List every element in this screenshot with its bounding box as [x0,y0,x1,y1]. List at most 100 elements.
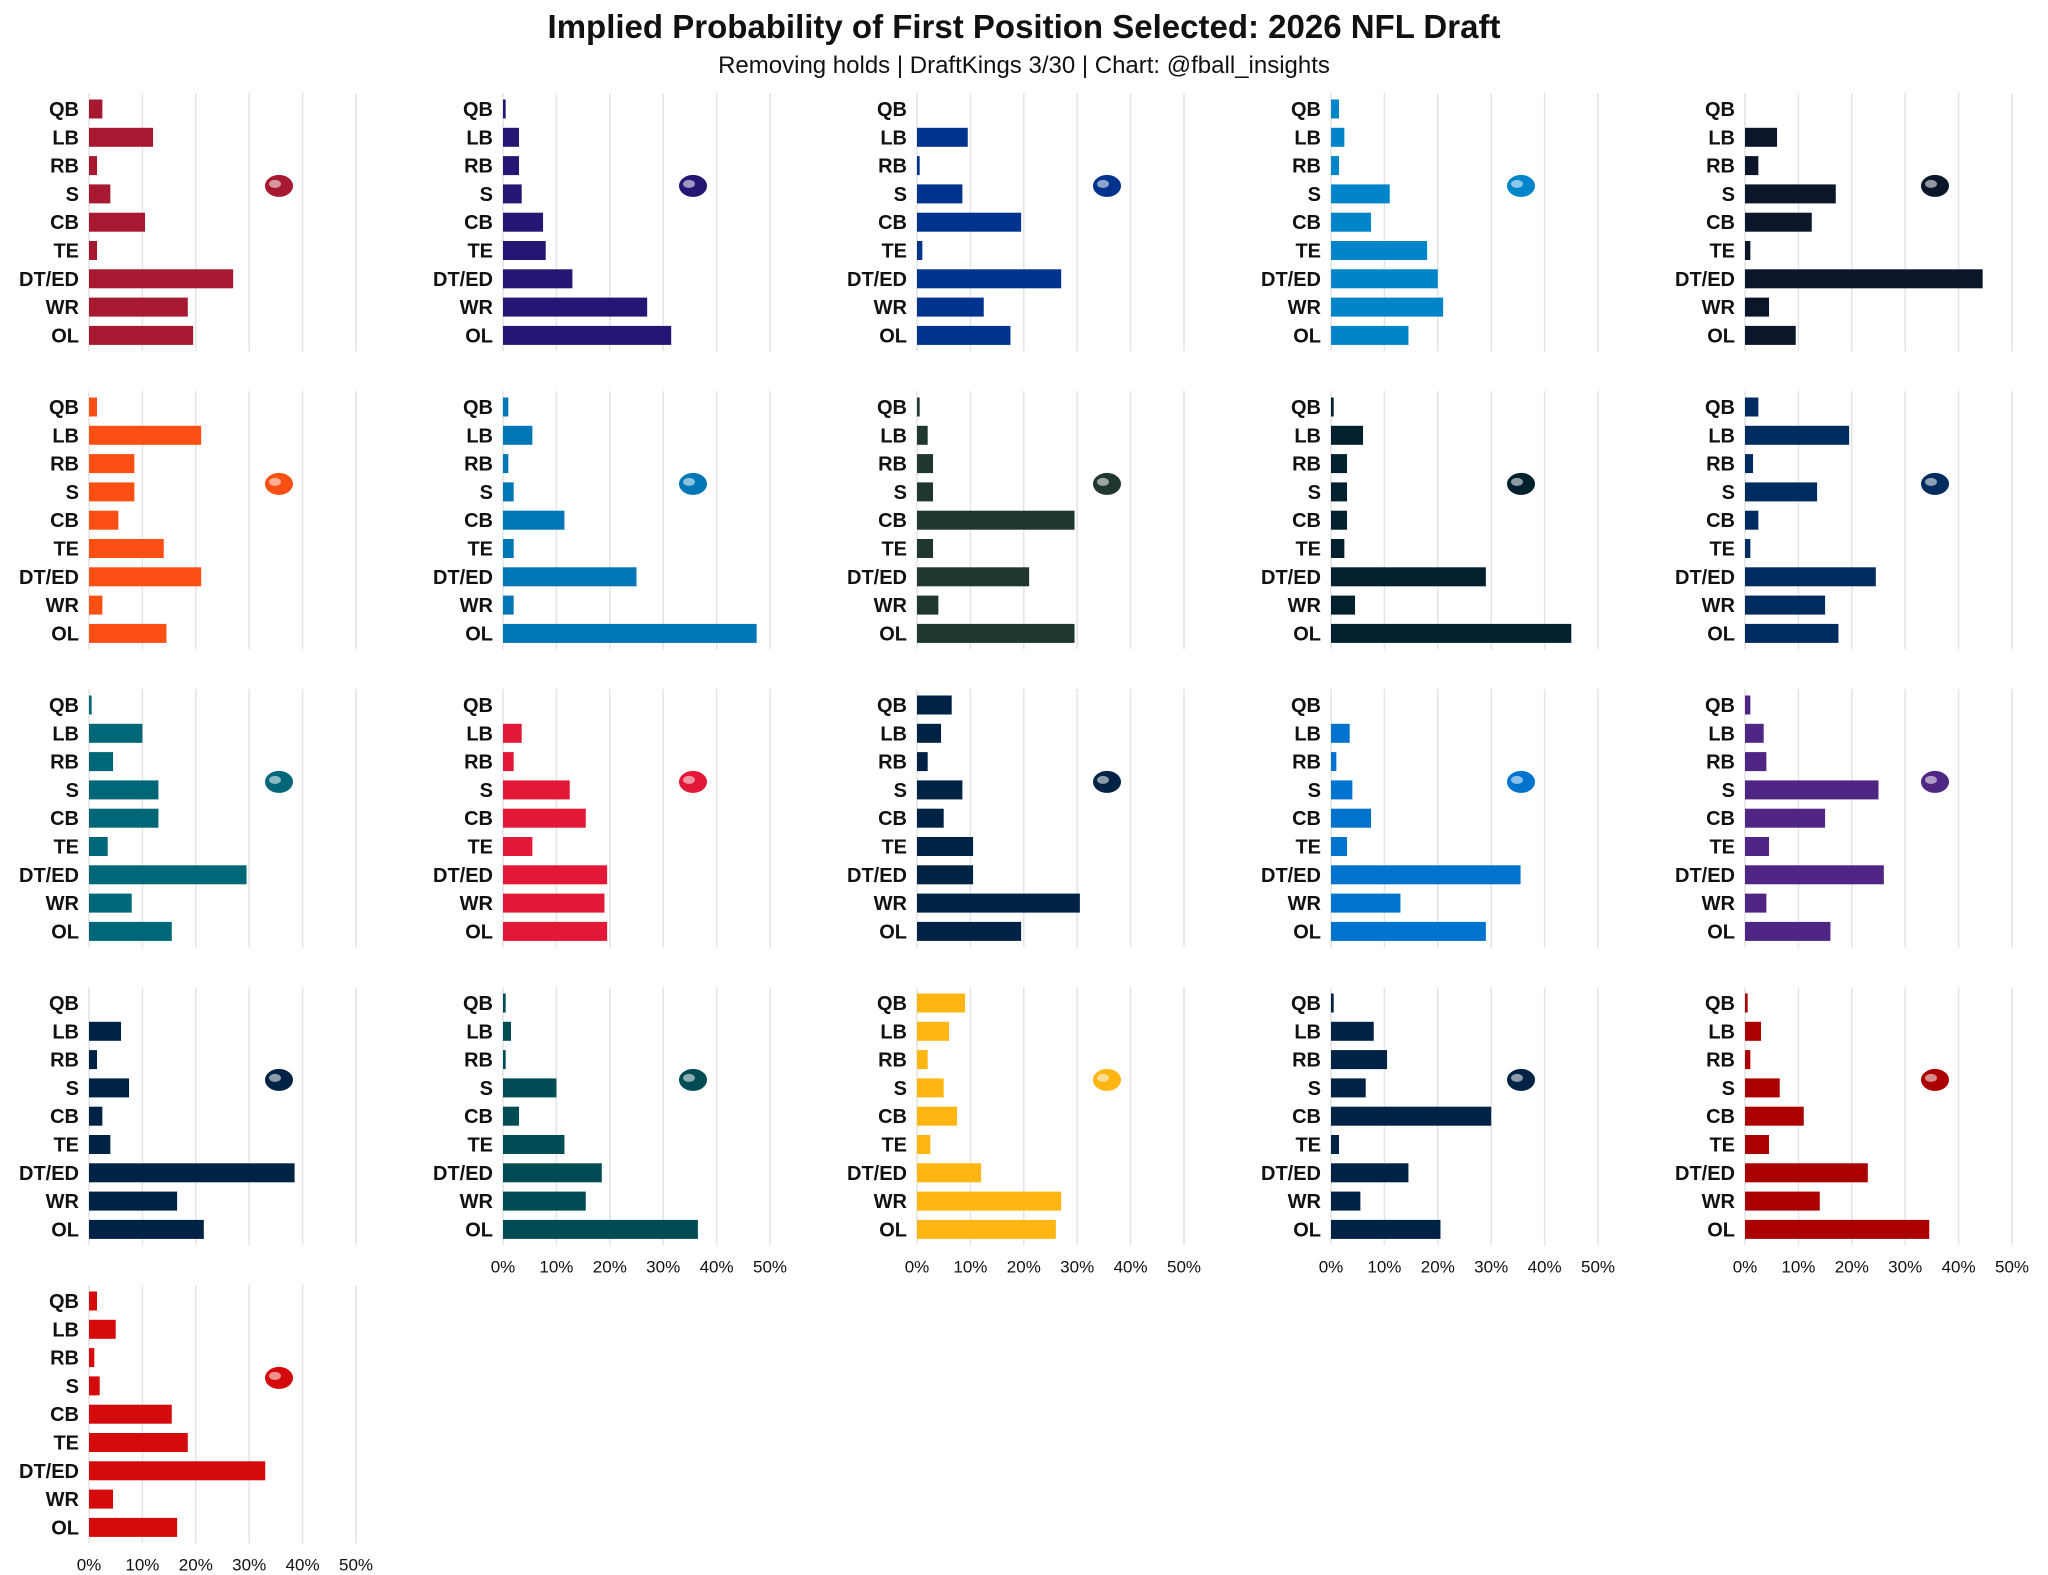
x-tick-label: 30% [232,1555,266,1574]
bar-s [1745,780,1879,800]
category-label: RB [464,454,493,476]
bar-te [503,539,514,558]
bar-cb [917,808,944,828]
category-label: OL [51,623,79,645]
category-label: OL [465,1219,493,1241]
chiefs-logo-icon [677,768,709,795]
x-tick-label: 0% [905,1257,930,1276]
x-tick-label: 30% [1060,1257,1094,1276]
chargers-logo-icon [1505,768,1537,795]
category-label: CB [464,808,493,830]
bar-dt-ed [503,269,573,289]
bar-cb [1331,510,1348,530]
bar-ol [917,623,1075,643]
bar-ol [503,921,608,941]
panel-chargers: QB LB RB S CB TE DT/ED WR OL [1261,689,1599,948]
bar-dt-ed [917,567,1030,587]
bar-rb [89,454,135,474]
category-label: LB [52,127,79,149]
category-label: WR [1702,1191,1736,1213]
category-label: OL [51,325,79,347]
bar-rb [503,454,509,474]
category-label: DT/ED [19,1461,79,1483]
category-label: OL [465,325,493,347]
bar-qb [503,993,506,1013]
bar-s [917,482,934,502]
category-label: S [1308,482,1321,504]
bar-lb [917,1021,950,1041]
category-label: TE [467,1135,493,1157]
bar-ol [917,921,1022,941]
bar-rb [1331,752,1337,772]
bar-lb [503,723,522,743]
category-label: WR [460,595,494,617]
bar-te [89,1433,188,1452]
category-label: WR [874,1191,908,1213]
category-label: QB [877,695,907,717]
x-tick-label: 40% [700,1257,734,1276]
bar-te [89,539,164,558]
category-label: CB [464,510,493,532]
category-label: TE [881,241,907,263]
category-label: TE [53,1433,79,1455]
bar-cb [1745,510,1759,530]
bar-wr [503,1191,586,1211]
bar-rb [503,752,514,772]
category-label: QB [877,99,907,121]
category-label: TE [881,1135,907,1157]
bar-lb [1331,127,1345,147]
bar-lb [89,1319,116,1339]
panel-ravens: QB LB RB S CB TE DT/ED WR OL [433,93,771,352]
bar-lb [917,425,928,445]
category-label: S [480,780,493,802]
category-label: RB [50,1348,79,1370]
category-label: QB [49,99,79,121]
bar-qb [917,397,920,417]
bar-wr [89,595,103,615]
chart-title: Implied Probability of First Position Se… [547,8,1501,45]
bar-lb [1331,425,1364,445]
category-label: TE [881,539,907,561]
49ers-logo-icon [1919,1066,1951,1093]
category-label: LB [880,723,907,745]
category-label: LB [1294,425,1321,447]
category-label: QB [463,99,493,121]
bar-te [503,1135,565,1154]
seahawks-logo-icon [1505,1066,1537,1093]
category-label: WR [1288,297,1322,319]
category-label: CB [1706,1106,1735,1128]
bar-lb [1745,1021,1762,1041]
bar-cb [503,1106,520,1126]
category-label: WR [1702,893,1736,915]
bar-te [1331,837,1348,856]
category-label: TE [53,837,79,859]
category-label: LB [466,127,493,149]
category-label: WR [1288,1191,1322,1213]
bar-lb [1331,723,1350,743]
category-label: S [1722,1078,1735,1100]
bar-lb [917,723,942,743]
eagles-logo-icon [677,1066,709,1093]
category-label: WR [46,893,80,915]
ravens-logo-icon [677,172,709,199]
bar-dt-ed [1331,269,1438,289]
category-label: RB [1292,454,1321,476]
x-tick-label: 20% [179,1555,213,1574]
bar-s [503,780,570,800]
bar-te [917,539,934,558]
x-tick-label: 40% [1528,1257,1562,1276]
category-label: CB [1706,212,1735,234]
texans-logo-icon [1505,470,1537,497]
bar-te [89,837,108,856]
bar-wr [917,297,984,317]
category-label: S [894,482,907,504]
category-label: S [480,482,493,504]
category-label: LB [466,723,493,745]
bar-ol [1331,325,1409,345]
category-label: S [1722,482,1735,504]
category-label: RB [878,454,907,476]
bar-rb [503,1050,506,1070]
panel-49ers: QB LB RB S CB TE DT/ED WR OL 0% 10% 20% 30% 40% 50% [1675,987,2029,1276]
bar-s [89,184,111,204]
category-label: CB [1292,212,1321,234]
